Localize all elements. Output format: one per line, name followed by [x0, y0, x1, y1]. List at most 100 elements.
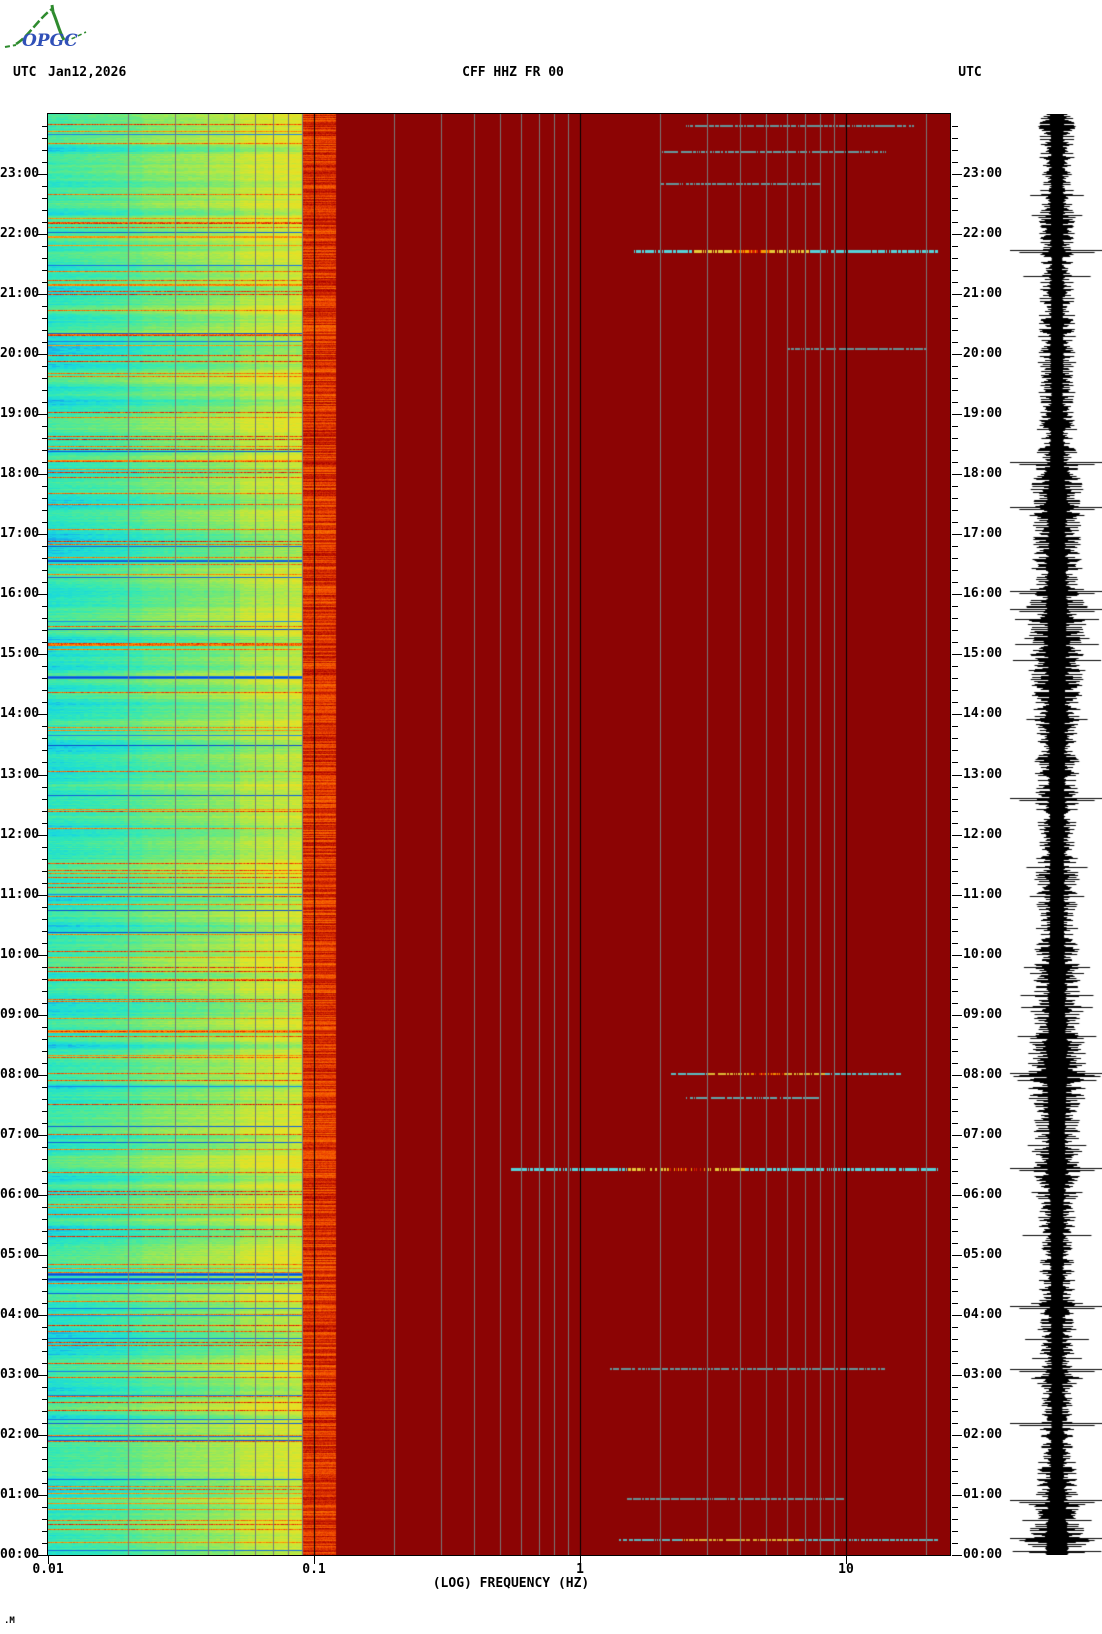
corner-mark: .M [4, 1616, 15, 1626]
utc-label-right: UTC [958, 65, 982, 80]
y-tick-left [42, 1519, 48, 1520]
y-tick-right [952, 1098, 958, 1100]
y-label-right: 09:00 [963, 1006, 1003, 1022]
utc-label-left: UTC [13, 65, 37, 80]
y-tick-left [42, 522, 48, 524]
y-label-right: 15:00 [963, 646, 1003, 662]
y-tick-left [42, 690, 48, 692]
y-tick-left [42, 1446, 48, 1448]
y-label-left: 12:00 [0, 826, 40, 842]
x-tick [580, 1556, 581, 1564]
x-tick [846, 1556, 847, 1564]
y-tick-left [37, 534, 48, 536]
y-label-right: 05:00 [963, 1246, 1003, 1262]
y-tick-right [952, 1134, 962, 1136]
y-tick-left [42, 570, 48, 572]
y-tick-left [42, 498, 48, 500]
y-tick-left [37, 174, 48, 175]
x-tick [48, 1556, 49, 1564]
y-tick-left [42, 990, 48, 992]
y-tick-right [952, 186, 958, 188]
y-label-right: 02:00 [963, 1426, 1003, 1442]
y-tick-right [952, 558, 958, 560]
y-tick-left [42, 1470, 48, 1472]
y-tick-left [42, 666, 48, 668]
y-tick-left [42, 402, 48, 404]
y-tick-right [952, 1062, 958, 1064]
y-tick-right [952, 198, 958, 200]
opgc-logo: OPGC [4, 4, 87, 51]
y-tick-right [952, 366, 958, 368]
y-label-left: 22:00 [0, 226, 40, 242]
y-tick-left [42, 606, 48, 608]
y-tick-left [42, 282, 48, 284]
y-label-right: 10:00 [963, 946, 1003, 962]
y-tick-left [42, 1218, 48, 1220]
y-tick-right [952, 462, 958, 464]
y-tick-right [952, 798, 958, 800]
y-tick-left [42, 822, 48, 824]
y-tick-right [952, 846, 958, 848]
y-tick-right [952, 930, 958, 932]
y-tick-left [37, 594, 48, 596]
y-tick-right [952, 1555, 962, 1556]
y-tick-right [952, 438, 958, 440]
y-tick-left [37, 1254, 48, 1256]
y-tick-left [42, 1158, 48, 1160]
y-tick-right [952, 1531, 958, 1532]
y-tick-right [952, 378, 958, 380]
y-tick-left [42, 1146, 48, 1148]
y-label-left: 06:00 [0, 1186, 40, 1202]
y-tick-right [952, 306, 958, 308]
y-tick-right [952, 294, 962, 296]
y-tick-left [37, 654, 48, 656]
y-tick-right [952, 1458, 958, 1460]
y-tick-left [42, 642, 48, 644]
y-tick-left [42, 366, 48, 368]
y-tick-left [42, 1182, 48, 1184]
y-tick-right [952, 1278, 958, 1280]
y-tick-right [952, 1398, 958, 1400]
y-tick-right [952, 1362, 958, 1364]
y-label-left: 04:00 [0, 1306, 40, 1322]
y-tick-left [37, 1014, 48, 1016]
y-tick-right [952, 966, 958, 968]
y-tick-left [42, 1483, 48, 1484]
y-tick-right [952, 1302, 958, 1304]
y-tick-left [42, 738, 48, 740]
y-tick-left [42, 966, 48, 968]
y-tick-right [952, 774, 962, 776]
y-label-left: 00:00 [0, 1547, 40, 1562]
y-tick-right [952, 630, 958, 632]
y-tick-right [952, 606, 958, 608]
y-tick-left [42, 1398, 48, 1400]
y-label-left: 21:00 [0, 286, 40, 302]
y-tick-right [952, 1170, 958, 1172]
y-tick-left [42, 426, 48, 428]
y-tick-left [42, 150, 48, 151]
y-tick-right [952, 1338, 958, 1340]
spectrogram-canvas [48, 114, 950, 1555]
y-tick-right [952, 234, 962, 236]
y-tick-left [42, 1543, 48, 1544]
y-tick-left [42, 1002, 48, 1004]
y-tick-left [42, 210, 48, 212]
y-tick-right [952, 942, 958, 944]
y-tick-right [952, 498, 958, 500]
y-tick-left [42, 1038, 48, 1040]
y-tick-right [952, 1122, 958, 1124]
y-tick-right [952, 1290, 958, 1292]
y-tick-right [952, 1266, 958, 1268]
y-tick-right [952, 738, 958, 740]
y-tick-right [952, 834, 962, 836]
y-tick-left [42, 342, 48, 344]
y-tick-left [42, 1122, 48, 1124]
y-tick-left [42, 198, 48, 200]
y-tick-right [952, 474, 962, 476]
y-tick-right [952, 894, 962, 896]
y-label-right: 01:00 [963, 1487, 1003, 1502]
y-tick-left [42, 978, 48, 980]
y-tick-right [952, 750, 958, 752]
y-tick-right [952, 810, 958, 812]
y-label-right: 12:00 [963, 826, 1003, 842]
